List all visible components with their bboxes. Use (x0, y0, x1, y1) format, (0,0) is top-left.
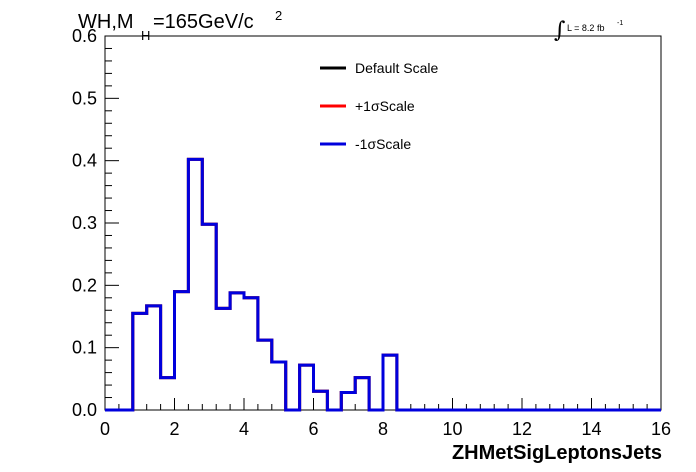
y-tick-label: 0.6 (72, 26, 97, 46)
legend: Default Scale +1σScale -1σScale (320, 60, 438, 152)
chart-title-suffix: =165GeV/c (153, 11, 254, 33)
x-tick-label: 8 (378, 419, 388, 439)
x-tick-label: 2 (169, 419, 179, 439)
y-tick-label: 0.0 (72, 400, 97, 420)
chart-title: WH,M (78, 11, 134, 33)
x-tick-label: 0 (100, 419, 110, 439)
y-tick-label: 0.3 (72, 213, 97, 233)
y-tick-label: 0.5 (72, 88, 97, 108)
y-tick-label: 0.2 (72, 275, 97, 295)
chart-title-subscript: H (141, 28, 150, 43)
lumi-superscript: -1 (617, 20, 623, 27)
y-tick-label: 0.1 (72, 338, 97, 358)
lumi-label: L = 8.2 fb (567, 23, 604, 33)
series-layer (105, 157, 661, 412)
x-axis: 0 2 4 6 8 10 12 14 16 (100, 398, 671, 439)
chart-title-superscript: 2 (275, 8, 282, 23)
lumi-integral-symbol: ∫ (554, 18, 566, 43)
legend-entry-label: -1σScale (355, 136, 411, 152)
y-axis: 0.0 0.1 0.2 0.3 0.4 0.5 0.6 (72, 26, 119, 420)
x-tick-label: 16 (651, 419, 671, 439)
x-tick-label: 14 (581, 419, 601, 439)
x-tick-label: 6 (308, 419, 318, 439)
x-axis-label: ZHMetSigLeptonsJets (452, 442, 662, 464)
x-tick-label: 4 (239, 419, 249, 439)
legend-entry-label: Default Scale (355, 60, 438, 76)
series-line-2 (105, 157, 661, 412)
y-tick-label: 0.4 (72, 151, 97, 171)
x-tick-label: 12 (512, 419, 532, 439)
legend-entry-label: +1σScale (355, 98, 415, 114)
x-tick-label: 10 (442, 419, 462, 439)
